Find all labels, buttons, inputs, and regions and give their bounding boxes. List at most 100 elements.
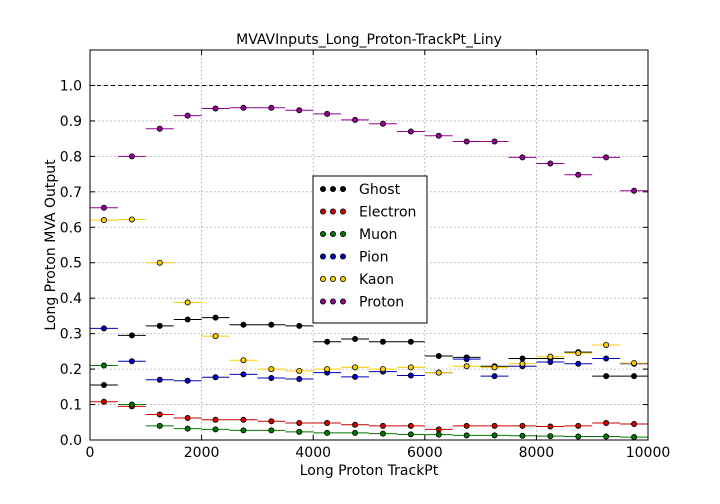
data-point [547, 358, 554, 365]
data-point [324, 366, 331, 373]
data-point [268, 104, 275, 111]
series-pion [90, 325, 648, 384]
data-point [631, 373, 638, 380]
data-point [519, 360, 526, 367]
legend-marker [329, 230, 336, 237]
legend-item: Muon [319, 227, 397, 243]
data-point [212, 416, 219, 423]
data-point [240, 427, 247, 434]
data-point [519, 355, 526, 362]
data-point [435, 352, 442, 359]
legend-marker [319, 253, 326, 260]
y-tick-label: 1.0 [60, 78, 82, 94]
data-points [90, 104, 648, 441]
series-electron [90, 398, 648, 433]
data-point [491, 432, 498, 439]
data-point [631, 421, 638, 428]
plot-frame [89, 49, 649, 441]
data-point [324, 429, 331, 436]
legend-marker [329, 253, 336, 260]
data-point [268, 374, 275, 381]
data-point [519, 432, 526, 439]
data-point [156, 259, 163, 266]
data-point [631, 434, 638, 441]
data-point [463, 432, 470, 439]
y-tick-label: 0.7 [60, 185, 82, 201]
data-point [296, 376, 303, 383]
data-point [156, 322, 163, 329]
data-point [603, 154, 610, 161]
axis-ticks: 0 2000 4000 6000 8000 10000 0.0 0.1 0.2 0.3 0.4 0.5… [60, 50, 670, 461]
legend-label: Electron [359, 205, 416, 221]
y-axis-label: Long Proton MVA Output [43, 159, 59, 331]
data-point [128, 332, 135, 339]
data-point [435, 426, 442, 433]
data-point [603, 433, 610, 440]
legend-marker [339, 185, 346, 192]
legend-marker [339, 253, 346, 260]
data-point [352, 364, 359, 371]
legend-label: Proton [359, 295, 404, 311]
data-point [240, 104, 247, 111]
data-point [463, 422, 470, 429]
y-tick-label: 0.5 [60, 256, 82, 272]
data-point [100, 325, 107, 332]
data-point [547, 160, 554, 167]
data-point [324, 338, 331, 345]
series-proton [90, 104, 648, 211]
data-point [631, 360, 638, 367]
data-point [575, 350, 582, 357]
legend-label: Kaon [359, 272, 394, 288]
data-point [463, 138, 470, 145]
data-point [407, 128, 414, 135]
data-point [156, 376, 163, 383]
data-point [491, 373, 498, 380]
data-point [575, 422, 582, 429]
legend-marker [319, 185, 326, 192]
legend-item: Electron [319, 205, 416, 221]
legend-marker [319, 208, 326, 215]
data-point [435, 431, 442, 438]
data-point [184, 299, 191, 306]
data-point [379, 422, 386, 429]
data-point [240, 371, 247, 378]
data-point [519, 154, 526, 161]
legend-marker [319, 298, 326, 305]
y-tick-label: 0.3 [60, 327, 82, 343]
data-point [100, 382, 107, 389]
data-point [296, 107, 303, 114]
legend-marker [339, 230, 346, 237]
legend-marker [319, 230, 326, 237]
data-point [184, 377, 191, 384]
data-point [184, 425, 191, 432]
x-tick-label: 6000 [407, 445, 443, 461]
data-point [379, 430, 386, 437]
data-point [128, 216, 135, 223]
data-point [100, 217, 107, 224]
data-point [296, 428, 303, 435]
data-point [435, 132, 442, 139]
data-point [296, 322, 303, 329]
data-point [352, 116, 359, 123]
data-point [324, 110, 331, 117]
y-tick-label: 0.4 [60, 291, 82, 307]
data-point [547, 353, 554, 360]
y-tick-label: 0.2 [60, 362, 82, 378]
data-point [407, 422, 414, 429]
data-point [268, 366, 275, 373]
data-point [352, 373, 359, 380]
data-point [268, 427, 275, 434]
data-point [268, 418, 275, 425]
legend-marker [329, 185, 336, 192]
data-point [379, 120, 386, 127]
data-point [240, 416, 247, 423]
data-point [128, 401, 135, 408]
x-tick-label: 4000 [295, 445, 331, 461]
data-point [491, 364, 498, 371]
legend-item: Proton [319, 295, 404, 311]
data-point [268, 321, 275, 328]
legend-marker [329, 275, 336, 282]
data-point [184, 112, 191, 119]
data-point [100, 362, 107, 369]
